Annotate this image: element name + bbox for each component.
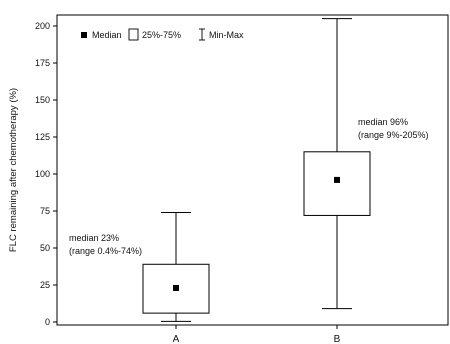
x-category-label: A [173, 334, 180, 344]
y-axis-label: FLC remaining after chemotherapy (%) [8, 88, 19, 252]
y-tick-label: 25 [40, 280, 50, 290]
axes [56, 14, 449, 326]
y-tick-label: 100 [35, 169, 50, 179]
median-marker [334, 176, 340, 183]
iqr-box [303, 151, 371, 216]
box-group-B: B [303, 18, 371, 344]
legend-whisker-label: Min-Max [209, 30, 244, 40]
annotations: median 23% (range 0.4%-74%) median 96% (ran… [69, 117, 429, 256]
y-tick-label: 75 [40, 206, 50, 216]
legend: Median 25%-75% Min-Max [81, 28, 244, 41]
legend-box-swatch [128, 28, 139, 41]
y-tick-label: 125 [35, 132, 50, 142]
annotation-A: median 23% [69, 233, 119, 243]
box-group-A: A [142, 211, 210, 344]
annotation-B: (range 9%-205%) [358, 130, 429, 140]
x-category-label: B [334, 334, 341, 344]
legend-box-label: 25%-75% [142, 30, 181, 40]
y-tick-label: 175 [35, 58, 50, 68]
y-ticks: 0 25 50 75 100 125 150 175 200 [35, 21, 57, 327]
y-tick-label: 0 [45, 317, 50, 327]
annotation-B: median 96% [358, 117, 408, 127]
y-tick-label: 50 [40, 243, 50, 253]
legend-median-label: Median [92, 30, 122, 40]
median-marker [173, 284, 179, 291]
plot-frame [56, 14, 449, 326]
legend-median-marker [81, 32, 87, 38]
legend-whisker-icon [199, 28, 205, 41]
y-tick-label: 200 [35, 21, 50, 31]
y-tick-label: 150 [35, 95, 50, 105]
annotation-A: (range 0.4%-74%) [69, 246, 142, 256]
